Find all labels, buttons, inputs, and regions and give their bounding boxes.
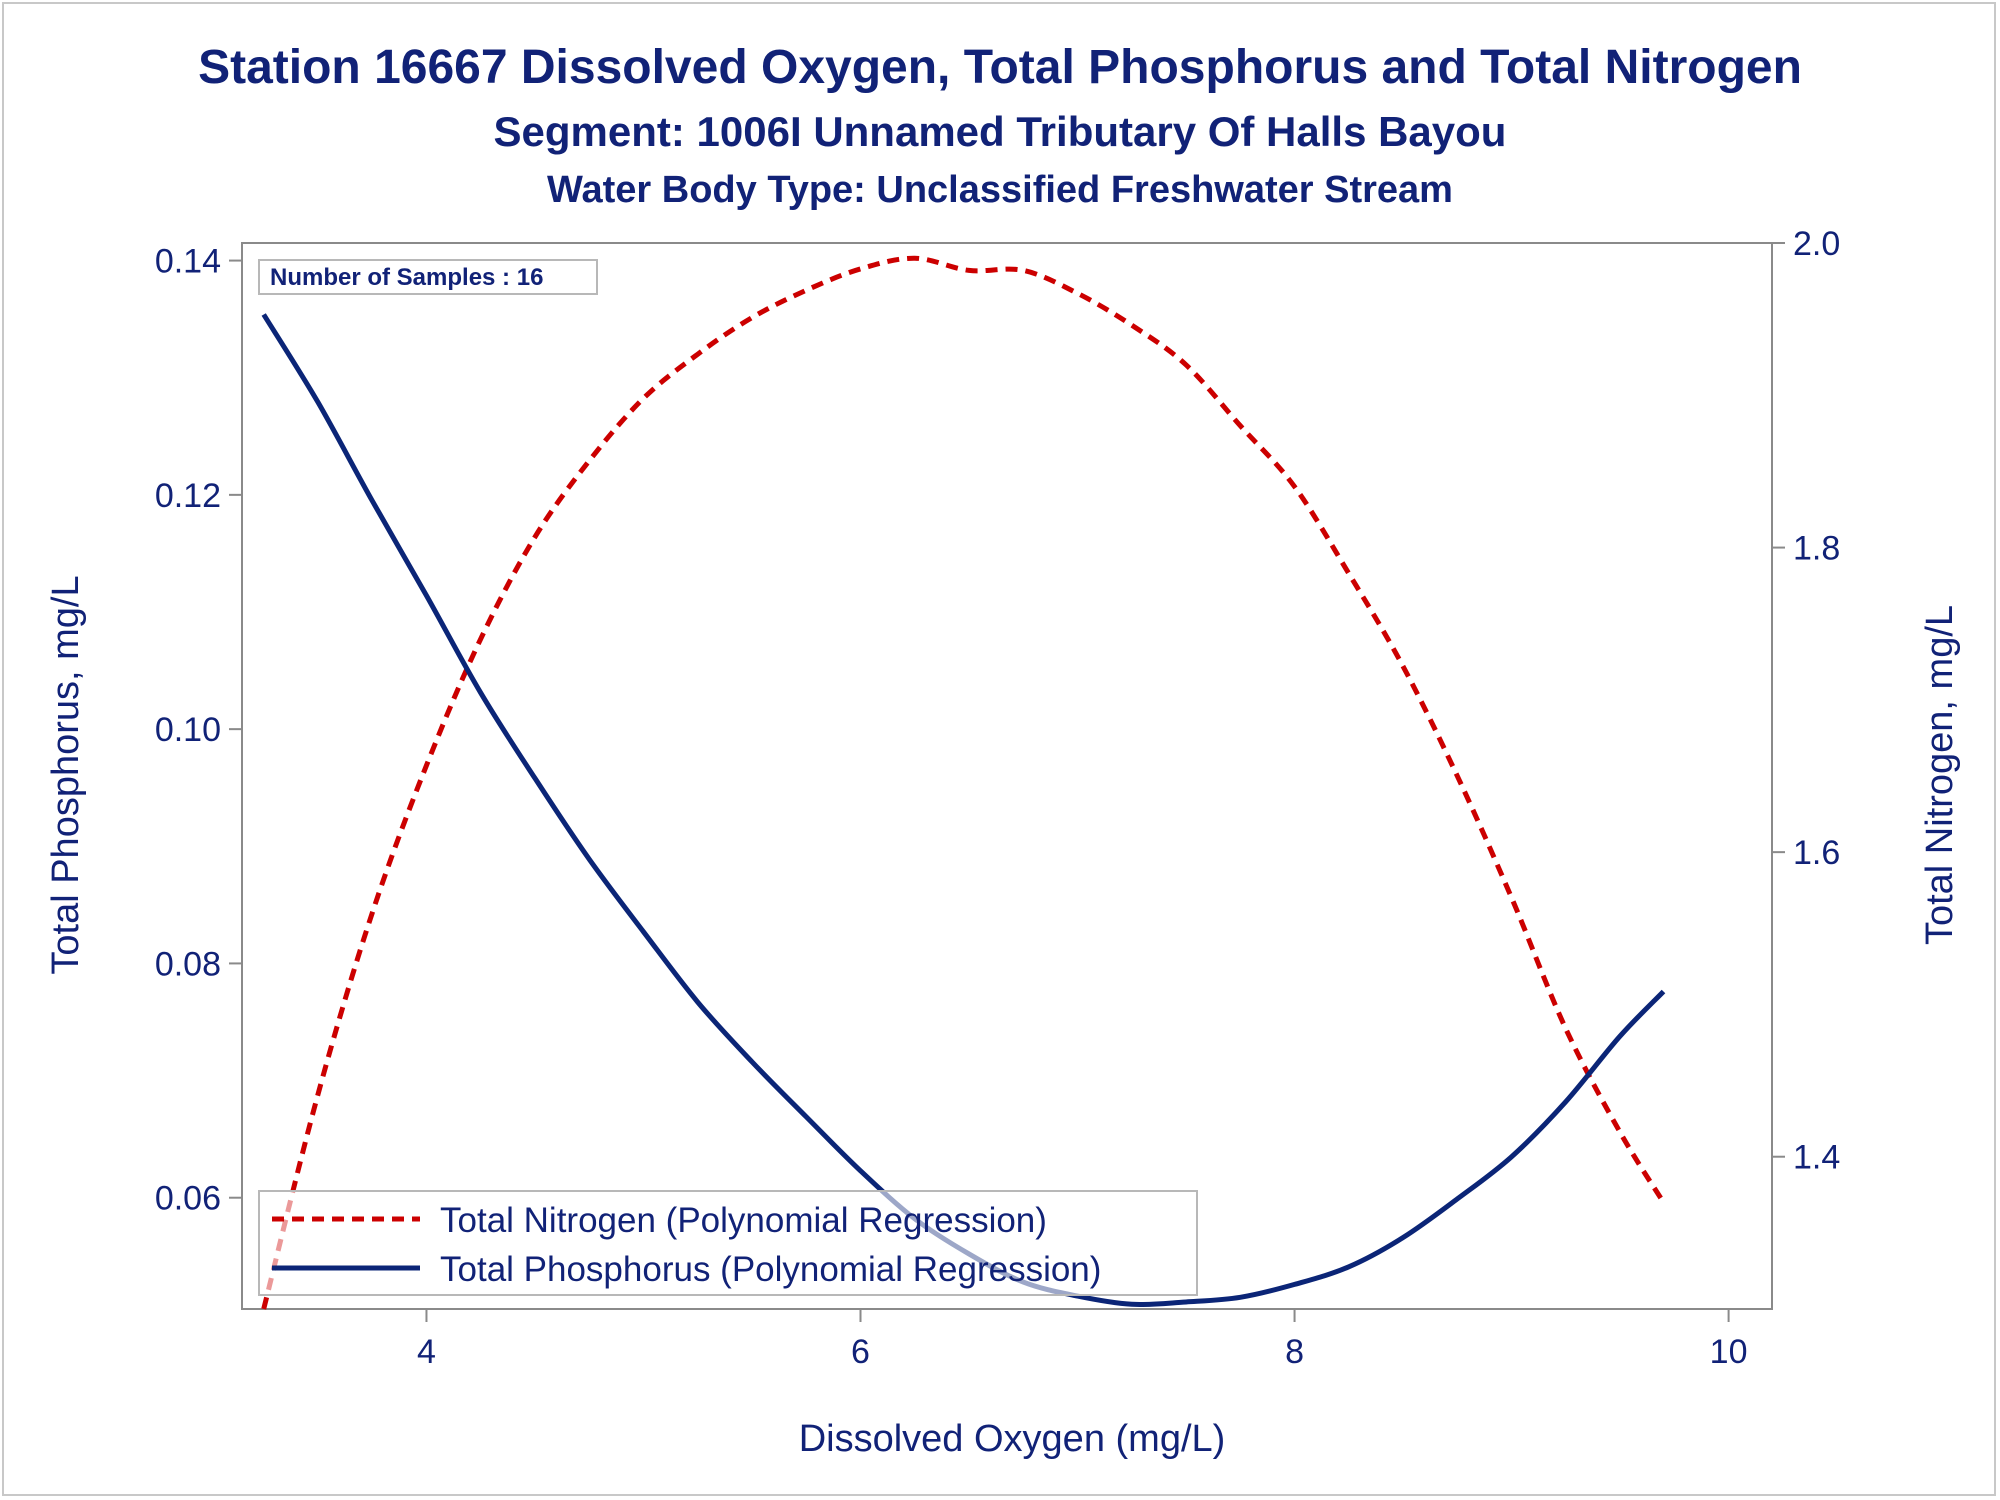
x-tick-label: 6 [851, 1333, 870, 1371]
plot-border [241, 242, 1773, 1310]
chart-subtitle-water-body: Water Body Type: Unclassified Freshwater… [547, 169, 1453, 211]
y-tick-label: 0.14 [155, 243, 221, 281]
series-line-total-phosphorus [261, 313, 1666, 1308]
series-line-total-nitrogen [261, 255, 1666, 1310]
chart-title: Station 16667 Dissolved Oxygen, Total Ph… [198, 41, 1802, 94]
y-tick-label: 0.12 [155, 477, 221, 515]
y2-tick-label: 1.6 [1793, 834, 1840, 872]
x-tick-label: 8 [1285, 1333, 1304, 1371]
chart-subtitle-segment: Segment: 1006I Unnamed Tributary Of Hall… [493, 108, 1507, 155]
y-tick-label: 0.10 [155, 711, 221, 749]
y-tick-label: 0.08 [155, 945, 221, 983]
y-tick-label: 0.06 [155, 1180, 221, 1218]
legend: Total Nitrogen (Polynomial Regression) T… [258, 1190, 1198, 1296]
y2-tick-label: 2.0 [1793, 225, 1840, 263]
y-axis-left: 0.06 0.08 0.10 0.12 0.14 [155, 243, 242, 1218]
y-axis-right-label: Total Nitrogen, mg/L [1919, 605, 1961, 945]
x-axis-label: Dissolved Oxygen (mg/L) [799, 1418, 1226, 1460]
legend-label-phosphorus: Total Phosphorus (Polynomial Regression) [440, 1250, 1101, 1289]
y2-tick-label: 1.8 [1793, 530, 1840, 568]
legend-label-nitrogen: Total Nitrogen (Polynomial Regression) [440, 1201, 1047, 1240]
x-tick-label: 4 [417, 1333, 436, 1371]
y-axis-left-label: Total Phosphorus, mg/L [45, 575, 87, 974]
sample-count-annotation: Number of Samples : 16 [270, 264, 543, 291]
x-axis: 4 6 8 10 [417, 1309, 1748, 1371]
sample-count-box [258, 259, 598, 295]
legend-box [258, 1190, 1198, 1296]
y2-tick-label: 1.4 [1793, 1139, 1840, 1177]
series-lines [261, 255, 1666, 1310]
x-tick-label: 10 [1710, 1333, 1748, 1371]
y-axis-right: 1.4 1.6 1.8 2.0 [1772, 225, 1840, 1177]
